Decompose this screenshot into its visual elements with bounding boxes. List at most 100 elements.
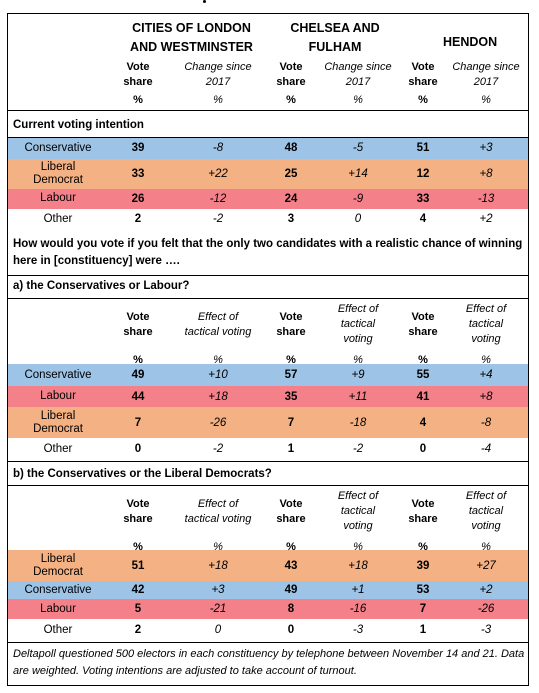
vote-share-header: Vote share: [123, 497, 153, 525]
vote-share-cell: 24: [268, 188, 314, 209]
party-label: Labour: [8, 188, 108, 209]
table-row: Other 2 -2 3 0 4 +2: [8, 209, 528, 230]
pct-label: %: [286, 93, 296, 106]
table-row: Conservative 49 +10 57 +9 55 +4: [8, 364, 528, 386]
change-header: Change since 2017: [184, 61, 252, 88]
effect-cell: +27: [444, 550, 528, 581]
change-cell: +2: [479, 213, 493, 225]
table-row: Labour 44 +18 35 +11 41 +8: [8, 386, 528, 407]
effect-cell: +18: [168, 550, 268, 581]
pct-label: %: [481, 541, 491, 553]
effect-cell: 0: [214, 624, 222, 636]
effect-cell: +9: [314, 364, 402, 386]
effect-cell: +18: [168, 386, 268, 407]
pct-label: %: [286, 541, 296, 553]
effect-cell: -18: [314, 407, 402, 438]
pct-label: %: [286, 354, 296, 366]
effect-cell: -4: [480, 443, 492, 455]
change-cell: -2: [212, 213, 224, 225]
table-row: Liberal Democrat 51 +18 43 +18 39 +27: [8, 550, 528, 581]
pct-label: %: [481, 354, 491, 366]
change-cell: +8: [444, 158, 528, 189]
party-label: Labour: [8, 599, 108, 619]
vote-share-cell: 55: [402, 364, 444, 386]
constituency-header: CITIES OF LONDON AND WESTMINSTER CHELSEA …: [8, 14, 528, 58]
vote-share-cell: 51: [108, 550, 168, 581]
pct-label: %: [418, 354, 428, 366]
poll-table-frame: CITIES OF LONDON AND WESTMINSTER CHELSEA …: [7, 13, 529, 686]
vote-share-cell: 4: [419, 213, 427, 225]
party-label: Other: [43, 442, 73, 455]
question-text: How would you vote if you felt that the …: [13, 238, 523, 267]
effect-cell: +1: [314, 581, 402, 599]
constituency-name-2: CHELSEA AND FULHAM: [290, 20, 380, 54]
table-row: Liberal Democrat 33 +22 25 +14 12 +8: [8, 158, 528, 189]
vote-share-cell: 44: [108, 386, 168, 407]
party-label: Liberal Democrat: [8, 550, 108, 581]
change-cell: -12: [168, 188, 268, 209]
vote-share-cell: 51: [402, 137, 444, 159]
section1-title: Current voting intention: [13, 119, 144, 131]
divider: [8, 461, 528, 462]
change-cell: -8: [168, 137, 268, 159]
pct-label: %: [213, 354, 223, 366]
change-header: Change since 2017: [452, 61, 520, 88]
vote-share-cell: 2: [134, 213, 142, 225]
effect-cell: -21: [168, 599, 268, 619]
section2-title: a) the Conservatives or Labour?: [13, 280, 190, 292]
effect-cell: +18: [314, 550, 402, 581]
effect-cell: +3: [168, 581, 268, 599]
pct-label: %: [353, 354, 363, 366]
vote-share-cell: 7: [268, 407, 314, 438]
vote-share-cell: 7: [108, 407, 168, 438]
vote-share-header: Vote share: [276, 310, 306, 338]
party-label: Liberal Democrat: [8, 407, 108, 438]
effect-cell: +10: [168, 364, 268, 386]
vote-share-cell: 41: [402, 386, 444, 407]
vote-share-cell: 12: [402, 158, 444, 189]
vote-share-cell: 39: [108, 137, 168, 159]
effect-header: Effect of tactical voting: [465, 303, 507, 345]
table-row: Liberal Democrat 7 -26 7 -18 4 -8: [8, 407, 528, 438]
pct-label: %: [133, 93, 143, 106]
party-label: Conservative: [8, 581, 108, 599]
effect-header: Effect of tactical voting: [465, 490, 507, 532]
vote-share-header: Vote share: [408, 497, 438, 525]
table-row: Labour 5 -21 8 -16 7 -26: [8, 599, 528, 619]
effect-cell: -2: [212, 443, 224, 455]
effect-cell: -3: [352, 624, 364, 636]
vote-share-cell: 33: [108, 158, 168, 189]
section3-title: b) the Conservatives or the Liberal Demo…: [13, 468, 272, 480]
change-cell: -13: [444, 188, 528, 209]
party-label: Other: [43, 212, 73, 225]
pct-label: %: [133, 541, 143, 553]
vote-share-header: Vote share: [123, 310, 153, 338]
constituency-name-1: CITIES OF LONDON AND WESTMINSTER: [130, 20, 253, 54]
party-label: Other: [43, 623, 73, 636]
pct-label: %: [418, 541, 428, 553]
vote-share-cell: 1: [419, 624, 427, 636]
vote-share-cell: 0: [134, 443, 142, 455]
change-cell: +3: [444, 137, 528, 159]
table-row: Other 2 0 0 -3 1 -3: [8, 619, 528, 641]
vote-share-cell: 3: [287, 213, 295, 225]
vote-share-cell: 26: [108, 188, 168, 209]
vote-share-cell: 5: [108, 599, 168, 619]
effect-cell: -26: [168, 407, 268, 438]
effect-cell: +11: [314, 386, 402, 407]
constituency-name-3: HENDON: [442, 34, 498, 49]
section1-table: Conservative 39 -8 48 -5 51 +3 Liberal De…: [8, 137, 528, 230]
section2-table: Conservative 49 +10 57 +9 55 +4 Labour 4…: [8, 364, 528, 460]
vote-share-cell: 2: [134, 624, 142, 636]
pct-label: %: [481, 93, 491, 106]
vote-share-cell: 33: [402, 188, 444, 209]
change-cell: +14: [314, 158, 402, 189]
divider: [8, 642, 528, 643]
change-cell: -5: [314, 137, 402, 159]
vote-share-cell: 42: [108, 581, 168, 599]
change-cell: +22: [168, 158, 268, 189]
change-cell: 0: [354, 213, 362, 225]
section3-table: Liberal Democrat 51 +18 43 +18 39 +27 Con…: [8, 550, 528, 641]
vote-share-header: Vote share: [123, 61, 153, 88]
effect-cell: +2: [444, 581, 528, 599]
